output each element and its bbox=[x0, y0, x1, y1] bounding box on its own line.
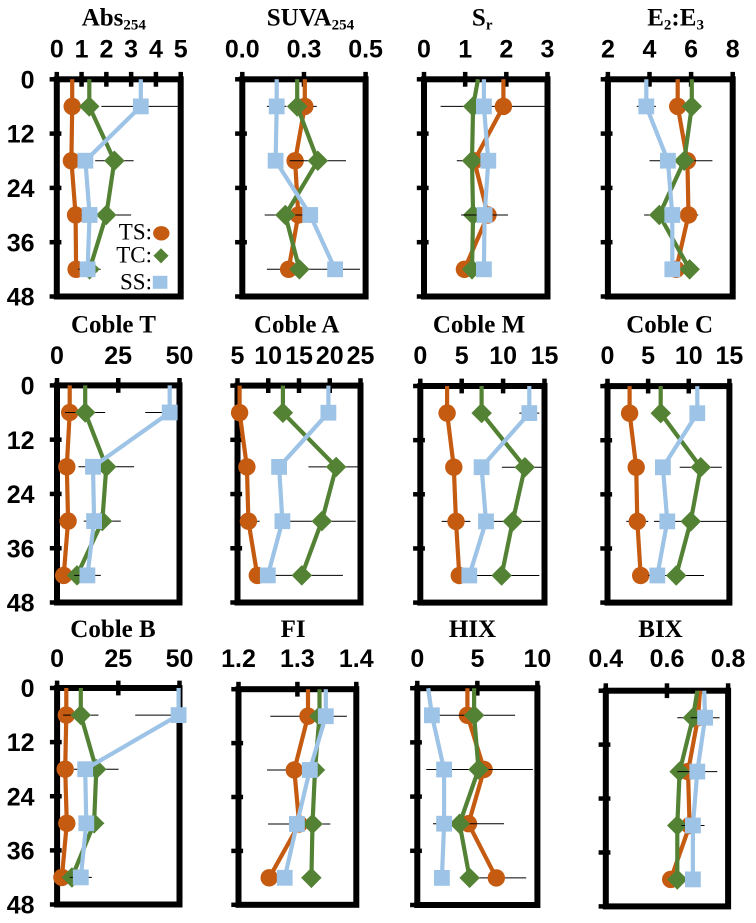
svg-text:15: 15 bbox=[285, 342, 313, 370]
svg-text:1.4: 1.4 bbox=[339, 645, 374, 673]
svg-text:0: 0 bbox=[21, 66, 35, 94]
svg-text:4: 4 bbox=[643, 36, 657, 64]
svg-text:1: 1 bbox=[458, 36, 472, 64]
svg-text:25: 25 bbox=[347, 342, 375, 370]
svg-text:Coble B: Coble B bbox=[70, 616, 155, 643]
svg-text:50: 50 bbox=[166, 342, 194, 370]
svg-text:Abs254: Abs254 bbox=[82, 4, 147, 33]
svg-text:1.2: 1.2 bbox=[221, 645, 256, 673]
svg-text:TC:: TC: bbox=[116, 243, 152, 268]
svg-text:0: 0 bbox=[601, 342, 615, 370]
svg-text:25: 25 bbox=[104, 342, 132, 370]
svg-text:5: 5 bbox=[455, 342, 469, 370]
svg-text:36: 36 bbox=[7, 838, 35, 866]
svg-text:50: 50 bbox=[166, 645, 194, 673]
svg-text:SUVA254: SUVA254 bbox=[267, 4, 355, 33]
svg-text:36: 36 bbox=[7, 229, 35, 257]
svg-text:1: 1 bbox=[75, 36, 89, 64]
svg-text:0.8: 0.8 bbox=[711, 645, 746, 673]
svg-text:0: 0 bbox=[21, 373, 35, 401]
svg-text:4: 4 bbox=[149, 36, 163, 64]
svg-text:5: 5 bbox=[470, 645, 484, 673]
svg-text:24: 24 bbox=[7, 175, 35, 203]
svg-text:0.0: 0.0 bbox=[225, 36, 260, 64]
svg-text:15: 15 bbox=[531, 342, 559, 370]
svg-text:E2:E3: E2:E3 bbox=[647, 4, 704, 33]
svg-text:48: 48 bbox=[7, 892, 35, 920]
svg-text:Coble T: Coble T bbox=[71, 312, 156, 339]
svg-text:12: 12 bbox=[7, 121, 35, 149]
svg-text:10: 10 bbox=[254, 342, 282, 370]
svg-text:3: 3 bbox=[541, 36, 555, 64]
svg-text:24: 24 bbox=[7, 481, 35, 509]
svg-text:0: 0 bbox=[50, 645, 64, 673]
svg-text:10: 10 bbox=[489, 342, 517, 370]
svg-text:1.3: 1.3 bbox=[280, 645, 315, 673]
svg-text:SS:: SS: bbox=[120, 269, 152, 294]
svg-text:6: 6 bbox=[684, 36, 698, 64]
svg-text:Coble M: Coble M bbox=[433, 312, 525, 339]
svg-text:12: 12 bbox=[7, 427, 35, 455]
svg-text:2: 2 bbox=[499, 36, 513, 64]
svg-text:Coble A: Coble A bbox=[254, 312, 339, 339]
svg-text:48: 48 bbox=[7, 590, 35, 618]
svg-text:5: 5 bbox=[174, 36, 188, 64]
svg-text:25: 25 bbox=[104, 645, 132, 673]
svg-text:10: 10 bbox=[523, 645, 551, 673]
svg-text:0.4: 0.4 bbox=[588, 645, 623, 673]
svg-text:0.3: 0.3 bbox=[287, 36, 322, 64]
svg-text:0: 0 bbox=[410, 645, 424, 673]
svg-text:0: 0 bbox=[413, 342, 427, 370]
svg-text:0: 0 bbox=[50, 36, 64, 64]
svg-text:HIX: HIX bbox=[449, 616, 496, 643]
svg-text:10: 10 bbox=[675, 342, 703, 370]
svg-text:BIX: BIX bbox=[638, 616, 682, 643]
svg-text:0.6: 0.6 bbox=[650, 645, 685, 673]
svg-text:8: 8 bbox=[726, 36, 740, 64]
svg-text:24: 24 bbox=[7, 783, 35, 811]
svg-text:Coble C: Coble C bbox=[626, 312, 713, 339]
svg-text:20: 20 bbox=[316, 342, 344, 370]
svg-text:2: 2 bbox=[99, 36, 113, 64]
svg-text:0: 0 bbox=[21, 675, 35, 703]
svg-text:5: 5 bbox=[641, 342, 655, 370]
svg-text:2: 2 bbox=[601, 36, 615, 64]
svg-text:48: 48 bbox=[7, 284, 35, 312]
svg-text:TS:: TS: bbox=[119, 219, 152, 244]
svg-text:0: 0 bbox=[50, 342, 64, 370]
svg-text:0: 0 bbox=[417, 36, 431, 64]
svg-text:5: 5 bbox=[231, 342, 245, 370]
svg-text:Sr: Sr bbox=[472, 4, 493, 33]
svg-text:15: 15 bbox=[715, 342, 743, 370]
svg-text:0.5: 0.5 bbox=[348, 36, 383, 64]
svg-text:FI: FI bbox=[281, 616, 306, 643]
svg-text:12: 12 bbox=[7, 729, 35, 757]
svg-text:3: 3 bbox=[124, 36, 138, 64]
svg-text:36: 36 bbox=[7, 535, 35, 563]
